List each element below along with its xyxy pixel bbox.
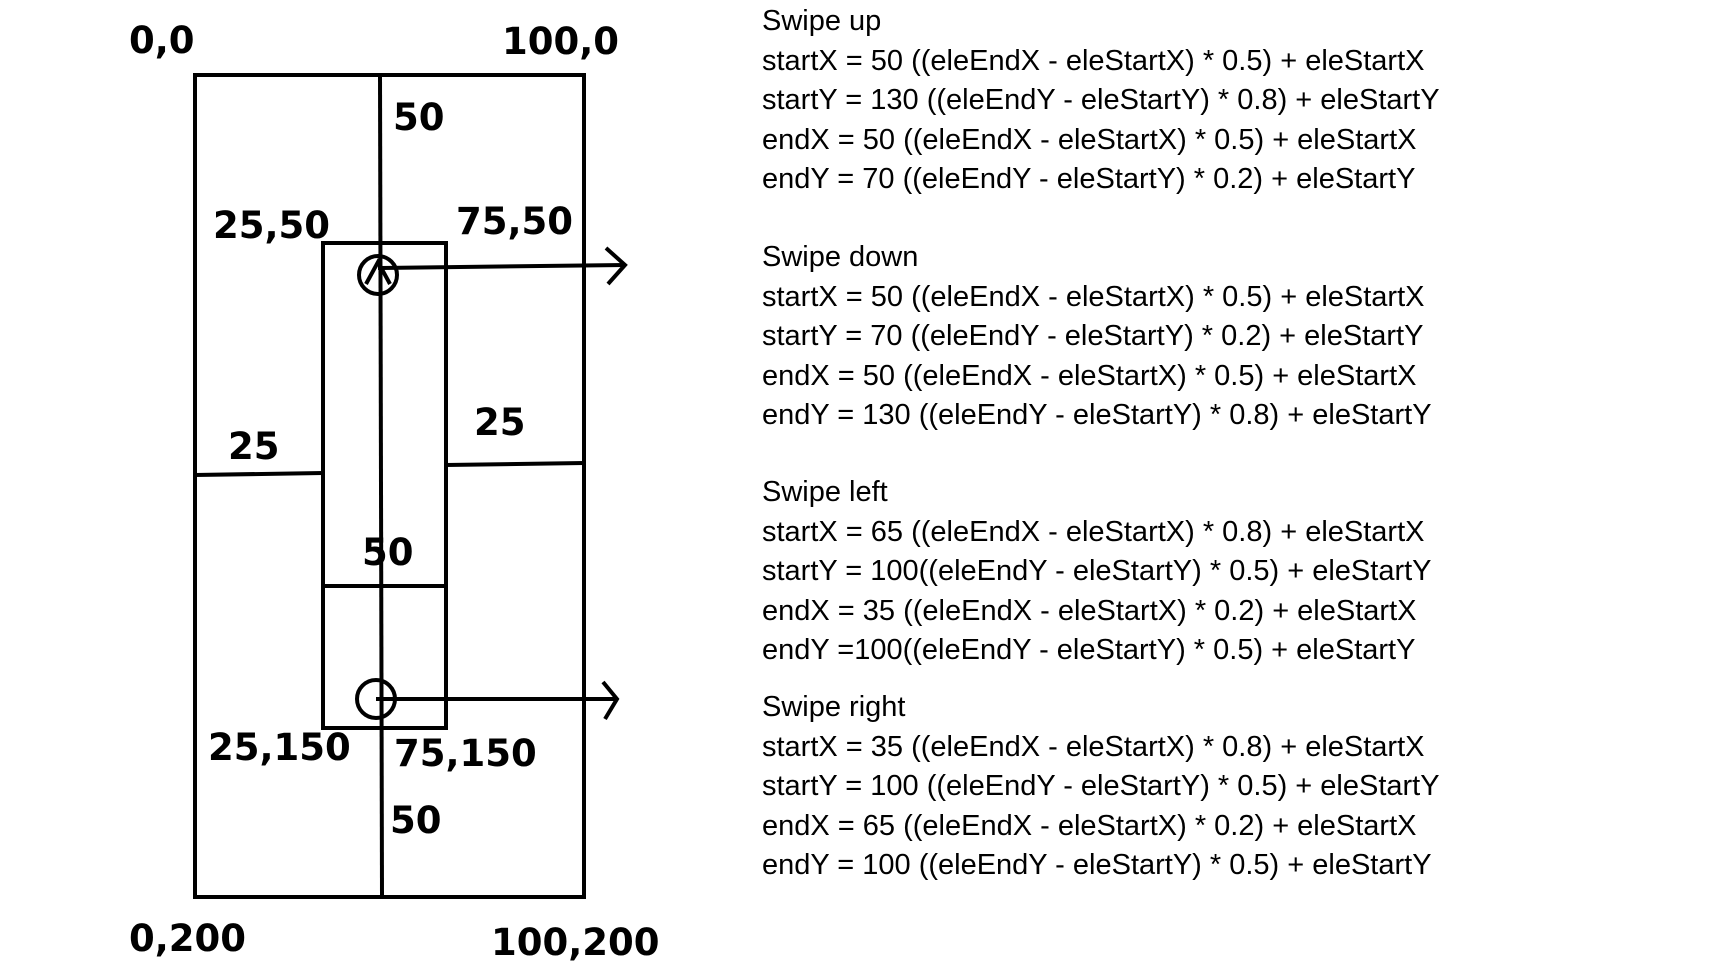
swipe-right-section: Swipe right startX = 35 ((eleEndX - eleS…: [762, 688, 1440, 886]
swipe-left-start-y: startY = 100((eleEndY - eleStartY) * 0.5…: [762, 555, 1432, 587]
swipe-left-end-y: endY =100((eleEndY - eleStartY) * 0.5) +…: [762, 634, 1416, 666]
swipe-down-title: Swipe down: [762, 241, 919, 273]
swipe-right-title: Swipe right: [762, 691, 906, 723]
swipe-right-start-y: startY = 100 ((eleEndY - eleStartY) * 0.…: [762, 770, 1440, 802]
swipe-left-end-x: endX = 35 ((eleEndX - eleStartX) * 0.2) …: [762, 594, 1417, 627]
measure-top-gap: 50: [393, 96, 445, 139]
element-label-bottom-right: 75,150: [394, 732, 537, 775]
measure-bottom-gap: 50: [390, 799, 442, 842]
left-horizontal-line: [194, 471, 324, 477]
corner-label-bottom-left: 0,200: [129, 917, 246, 960]
swipe-right-end-y: endY = 100 ((eleEndY - eleStartY) * 0.5)…: [762, 849, 1432, 881]
corner-label-top-right: 100,0: [502, 20, 619, 63]
swipe-up-end-x: endX = 50 ((eleEndX - eleStartX) * 0.5) …: [762, 123, 1417, 156]
right-horizontal-line: [445, 461, 585, 467]
swipe-diagram: 0,0 100,0 0,200 100,200 25,50 75,50 25,1…: [129, 19, 660, 964]
element-outline: [321, 241, 448, 730]
swipe-up-section: Swipe up startX = 50 ((eleEndX - eleStar…: [762, 2, 1440, 200]
top-right-arrow-line: [377, 263, 626, 270]
center-vertical-line: [378, 74, 384, 898]
swipe-down-end-y: endY = 130 ((eleEndY - eleStartY) * 0.8)…: [762, 399, 1432, 431]
swipe-start-circle-top: [357, 254, 399, 296]
swipe-down-end-x: endX = 50 ((eleEndX - eleStartX) * 0.5) …: [762, 359, 1417, 392]
bottom-right-arrow-head: [601, 680, 620, 721]
swipe-up-end-y: endY = 70 ((eleEndY - eleStartY) * 0.2) …: [762, 163, 1416, 195]
swipe-down-start-x: startX = 50 ((eleEndX - eleStartX) * 0.5…: [762, 280, 1425, 313]
swipe-left-section: Swipe left startX = 65 ((eleEndX - eleSt…: [762, 473, 1432, 671]
swipe-up-title: Swipe up: [762, 5, 882, 37]
screen-outline: [193, 73, 586, 899]
measure-left-width: 25: [228, 425, 280, 468]
swipe-right-start-x: startX = 35 ((eleEndX - eleStartX) * 0.8…: [762, 730, 1425, 763]
element-label-top-right: 75,50: [456, 200, 573, 243]
swipe-right-end-x: endX = 65 ((eleEndX - eleStartX) * 0.2) …: [762, 809, 1417, 842]
corner-label-top-left: 0,0: [129, 19, 195, 62]
up-arrow-head: [364, 257, 392, 285]
swipe-left-start-x: startX = 65 ((eleEndX - eleStartX) * 0.8…: [762, 515, 1425, 548]
corner-label-bottom-right: 100,200: [491, 921, 660, 964]
measure-element-half: 50: [362, 531, 414, 574]
swipe-up-start-x: startX = 50 ((eleEndX - eleStartX) * 0.5…: [762, 44, 1425, 77]
swipe-down-section: Swipe down startX = 50 ((eleEndX - eleSt…: [762, 238, 1432, 436]
swipe-up-start-y: startY = 130 ((eleEndY - eleStartY) * 0.…: [762, 84, 1440, 116]
element-label-top-left: 25,50: [213, 204, 330, 247]
swipe-left-title: Swipe left: [762, 476, 888, 508]
measure-right-width: 25: [474, 401, 526, 444]
top-right-arrow-head: [604, 246, 628, 286]
swipe-down-start-y: startY = 70 ((eleEndY - eleStartY) * 0.2…: [762, 320, 1424, 352]
element-label-bottom-left: 25,150: [208, 726, 351, 769]
